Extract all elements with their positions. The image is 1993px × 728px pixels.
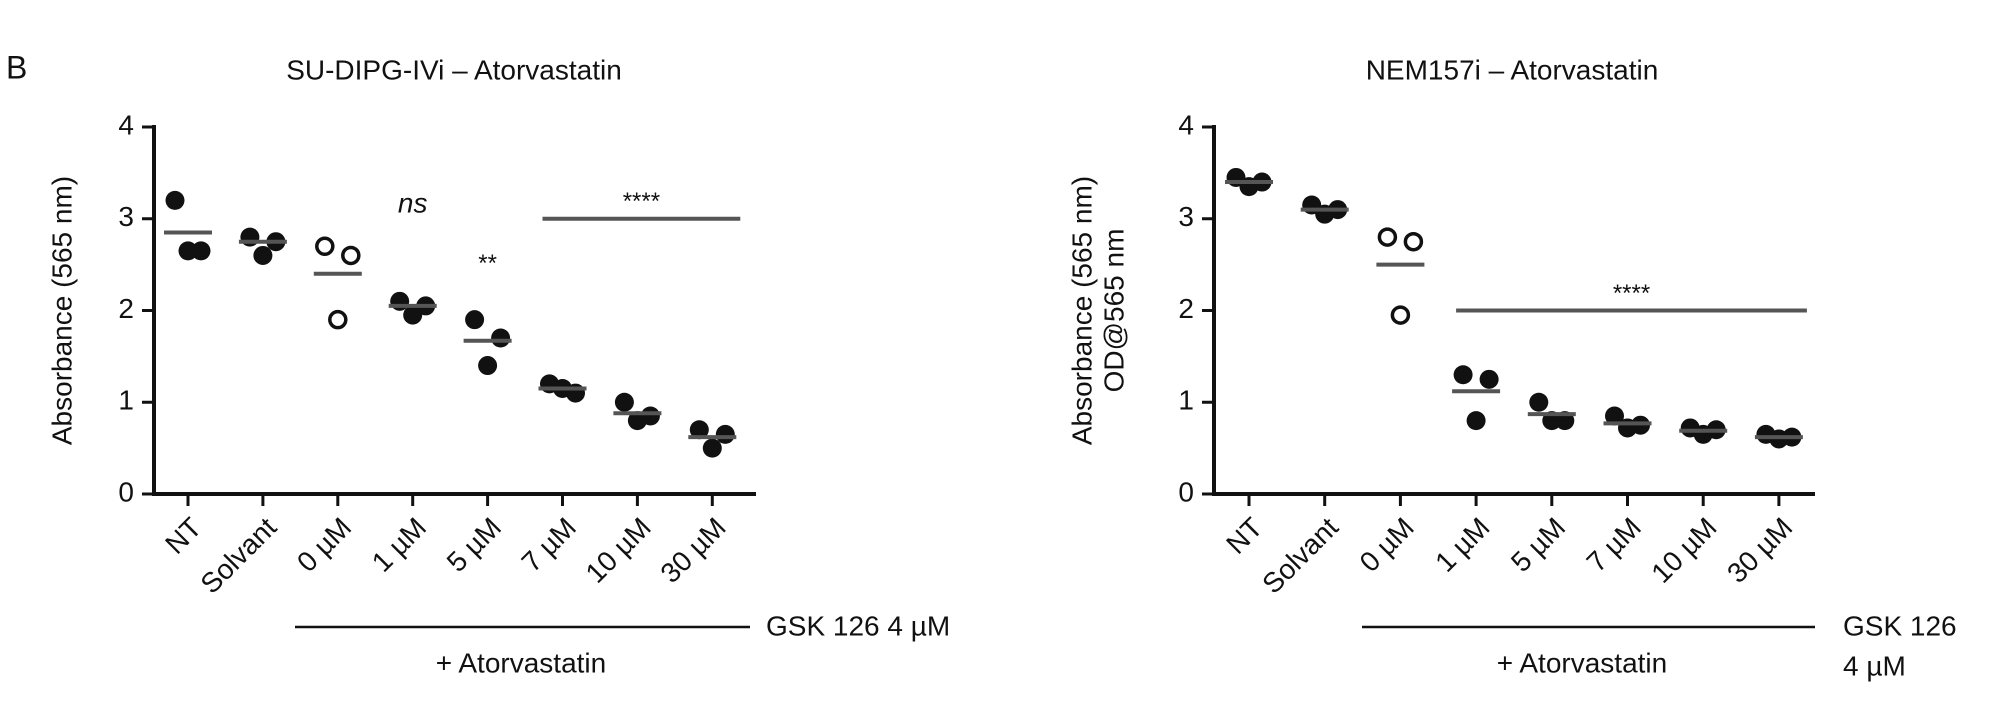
data-point <box>253 245 273 265</box>
data-point <box>1377 227 1398 247</box>
data-point <box>341 245 361 266</box>
x-tick-label: Solvant <box>1256 511 1344 599</box>
x-tick-label: 30 µM <box>654 512 731 589</box>
data-point <box>191 241 211 261</box>
treatment-sublabel: + Atorvastatin <box>436 647 606 678</box>
treatment-label: GSK 126 <box>1843 610 1957 641</box>
x-tick-label: 7 µM <box>1581 512 1647 578</box>
treatment-label: 4 µM <box>1843 650 1906 681</box>
y-tick-label: 2 <box>118 293 134 324</box>
data-point <box>465 310 485 330</box>
x-tick-label: 1 µM <box>366 512 432 578</box>
y-tick-label: 4 <box>1178 109 1194 140</box>
data-point <box>689 420 709 440</box>
data-point <box>627 411 647 431</box>
x-tick-label: NT <box>159 512 207 560</box>
data-point <box>1390 305 1411 325</box>
data-point <box>240 227 260 247</box>
y-tick-label: 0 <box>1178 476 1194 507</box>
data-point <box>1315 204 1335 224</box>
treatment-sublabel: + Atorvastatin <box>1497 647 1667 678</box>
chart-title: SU-DIPG-IVi – Atorvastatin <box>286 54 622 85</box>
x-tick-label: 5 µM <box>441 512 507 578</box>
data-point <box>165 190 185 210</box>
treatment-label: GSK 126 4 µM <box>766 610 950 641</box>
y-tick-label: 4 <box>118 109 134 140</box>
y-tick-label: 0 <box>118 476 134 507</box>
chart-title: NEM157i – Atorvastatin <box>1366 54 1659 85</box>
data-point <box>1403 231 1424 252</box>
y-axis-label: Absorbance (565 nm) <box>46 176 77 445</box>
data-point <box>315 236 335 257</box>
significance-label: **** <box>1613 280 1650 307</box>
panel-label: B <box>6 49 27 85</box>
data-point <box>1605 406 1624 426</box>
data-point <box>178 241 198 261</box>
data-point <box>403 305 423 325</box>
data-point <box>1239 177 1259 197</box>
y-axis-label: Absorbance (565 nm) <box>1066 176 1097 445</box>
data-point <box>1466 411 1486 431</box>
y-tick-label: 3 <box>118 201 134 232</box>
x-tick-label: 0 µM <box>1354 512 1420 578</box>
x-tick-label: 5 µM <box>1505 512 1571 578</box>
significance-label: ns <box>398 187 428 218</box>
x-tick-label: Solvant <box>194 511 282 599</box>
x-tick-label: 7 µM <box>516 512 582 578</box>
x-tick-label: 10 µM <box>1645 512 1722 589</box>
data-point <box>614 392 634 412</box>
data-point <box>390 291 410 311</box>
data-point <box>1693 424 1713 444</box>
data-point <box>478 356 498 376</box>
y-tick-label: 3 <box>1178 201 1194 232</box>
data-point <box>1453 365 1473 385</box>
data-point <box>328 309 348 330</box>
significance-label: **** <box>623 188 660 215</box>
data-point <box>715 424 735 444</box>
data-point <box>1618 418 1637 438</box>
y-tick-label: 1 <box>1178 385 1194 416</box>
y-tick-label: 1 <box>118 385 134 416</box>
data-point <box>491 328 511 348</box>
y-tick-label: 2 <box>1178 293 1194 324</box>
data-point <box>1529 392 1549 412</box>
x-tick-label: 1 µM <box>1429 512 1495 578</box>
significance-label: ** <box>478 250 497 277</box>
data-point <box>702 438 722 458</box>
x-tick-label: 10 µM <box>580 512 657 589</box>
x-tick-label: NT <box>1220 512 1268 560</box>
data-point <box>1479 369 1499 389</box>
y-axis-label: OD@565 nm <box>1098 229 1129 393</box>
x-tick-label: 0 µM <box>291 512 357 578</box>
x-tick-label: 30 µM <box>1721 512 1798 589</box>
